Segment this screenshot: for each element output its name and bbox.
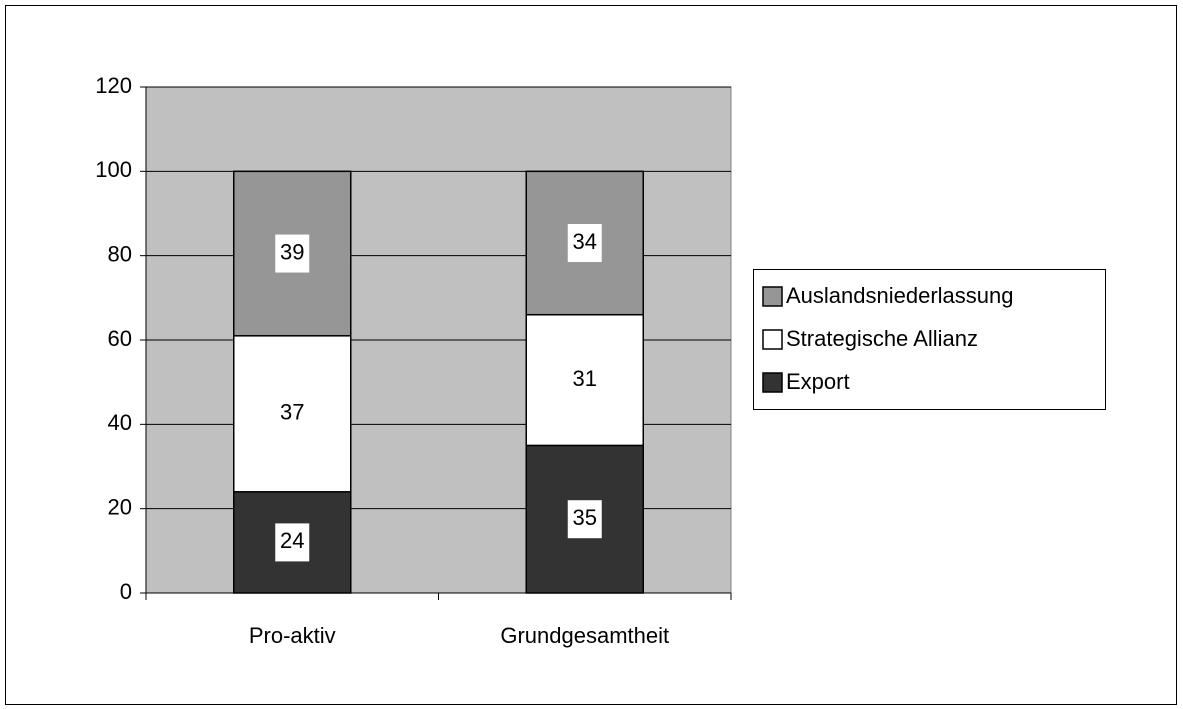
legend-label: Export	[786, 369, 850, 394]
legend-swatch	[762, 372, 783, 393]
x-tick-label: Pro-aktiv	[249, 623, 336, 648]
y-tick-label: 100	[95, 157, 132, 182]
data-label: 35	[573, 505, 597, 530]
data-label: 34	[573, 229, 597, 254]
legend	[753, 269, 1106, 410]
data-label-box	[275, 523, 310, 562]
data-label-box	[275, 394, 310, 433]
y-tick-label: 60	[108, 326, 132, 351]
bar-segment	[525, 170, 644, 316]
y-tick-label: 20	[108, 494, 132, 519]
legend-label: Auslandsniederlassung	[786, 283, 1014, 308]
data-label-box	[567, 224, 602, 263]
y-tick-label: 80	[108, 241, 132, 266]
x-tick-label: Grundgesamtheit	[500, 623, 669, 648]
data-label-box	[275, 234, 310, 273]
legend-swatch	[762, 329, 783, 350]
y-tick-label: 40	[108, 410, 132, 435]
data-label: 39	[280, 239, 304, 264]
legend-label: Strategische Allianz	[786, 326, 978, 351]
data-label-box	[567, 500, 602, 539]
y-tick-label: 0	[120, 579, 132, 604]
data-label: 31	[573, 366, 597, 391]
y-tick-label: 120	[95, 73, 132, 98]
data-label: 37	[280, 400, 304, 425]
data-label-box	[567, 361, 602, 400]
legend-swatch	[762, 286, 783, 307]
data-label: 24	[280, 528, 304, 553]
